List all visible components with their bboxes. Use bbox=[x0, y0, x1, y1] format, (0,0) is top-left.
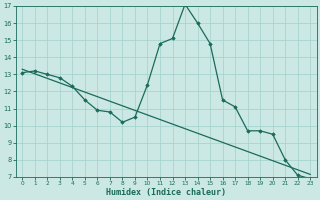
X-axis label: Humidex (Indice chaleur): Humidex (Indice chaleur) bbox=[106, 188, 226, 197]
